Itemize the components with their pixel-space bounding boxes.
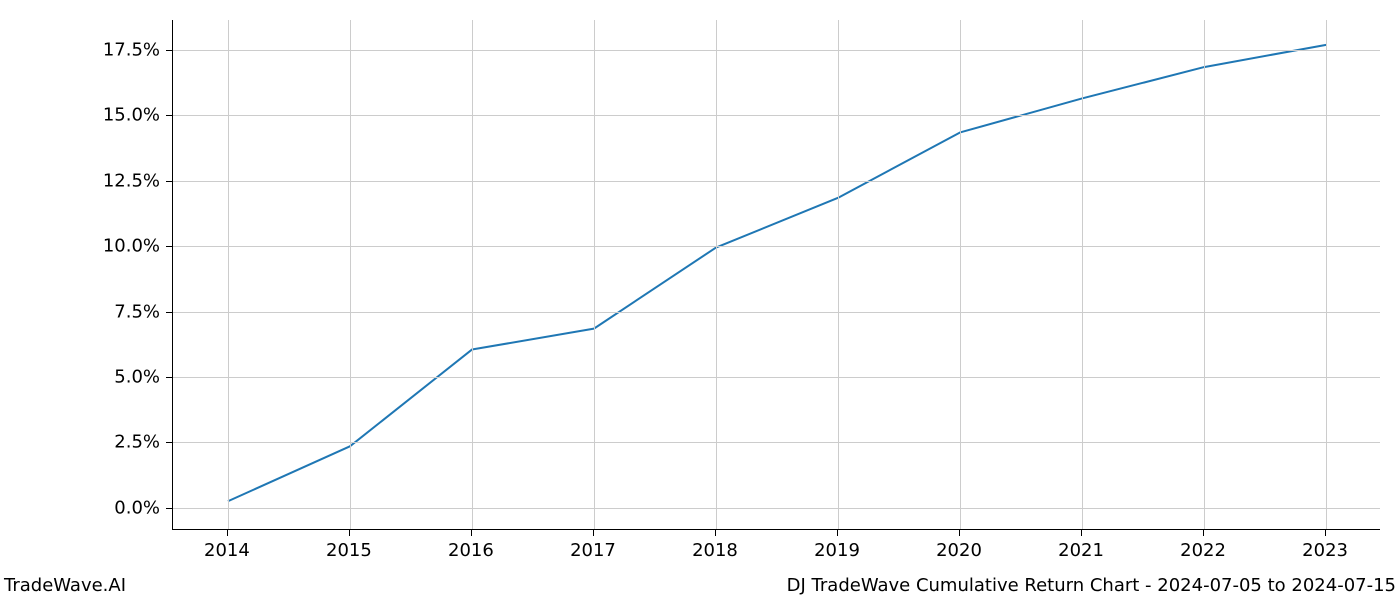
y-tick-mark: [166, 377, 172, 378]
grid-line-horizontal: [173, 181, 1380, 182]
y-tick-label: 7.5%: [0, 301, 160, 322]
x-tick-mark: [1203, 530, 1204, 536]
grid-line-horizontal: [173, 246, 1380, 247]
x-tick-label: 2023: [1302, 540, 1348, 561]
y-tick-mark: [166, 181, 172, 182]
y-tick-label: 10.0%: [0, 236, 160, 257]
x-tick-mark: [593, 530, 594, 536]
y-tick-label: 17.5%: [0, 40, 160, 61]
y-tick-label: 2.5%: [0, 432, 160, 453]
line-series: [228, 45, 1326, 501]
y-tick-mark: [166, 312, 172, 313]
grid-line-vertical: [594, 20, 595, 529]
x-tick-label: 2014: [204, 540, 250, 561]
x-tick-label: 2021: [1058, 540, 1104, 561]
y-tick-label: 5.0%: [0, 367, 160, 388]
grid-line-horizontal: [173, 312, 1380, 313]
x-tick-mark: [837, 530, 838, 536]
y-tick-mark: [166, 246, 172, 247]
y-tick-mark: [166, 442, 172, 443]
grid-line-vertical: [228, 20, 229, 529]
grid-line-horizontal: [173, 377, 1380, 378]
x-tick-label: 2020: [936, 540, 982, 561]
grid-line-vertical: [960, 20, 961, 529]
grid-line-vertical: [716, 20, 717, 529]
grid-line-vertical: [1326, 20, 1327, 529]
x-tick-mark: [959, 530, 960, 536]
plot-area: [172, 20, 1380, 530]
y-tick-label: 0.0%: [0, 497, 160, 518]
x-tick-label: 2017: [570, 540, 616, 561]
grid-line-vertical: [1082, 20, 1083, 529]
footer-brand-text: TradeWave.AI: [4, 575, 126, 596]
x-tick-mark: [471, 530, 472, 536]
x-tick-mark: [715, 530, 716, 536]
footer-chart-caption: DJ TradeWave Cumulative Return Chart - 2…: [787, 575, 1396, 596]
x-tick-label: 2015: [326, 540, 372, 561]
grid-line-vertical: [1204, 20, 1205, 529]
x-tick-label: 2016: [448, 540, 494, 561]
grid-line-vertical: [838, 20, 839, 529]
y-tick-label: 15.0%: [0, 105, 160, 126]
line-series-svg: [173, 20, 1381, 530]
grid-line-horizontal: [173, 508, 1380, 509]
x-tick-label: 2019: [814, 540, 860, 561]
chart-container: TradeWave.AI DJ TradeWave Cumulative Ret…: [0, 0, 1400, 600]
y-tick-mark: [166, 50, 172, 51]
y-tick-label: 12.5%: [0, 170, 160, 191]
x-tick-label: 2022: [1180, 540, 1226, 561]
y-tick-mark: [166, 115, 172, 116]
x-tick-mark: [349, 530, 350, 536]
grid-line-vertical: [350, 20, 351, 529]
grid-line-vertical: [472, 20, 473, 529]
y-tick-mark: [166, 508, 172, 509]
grid-line-horizontal: [173, 115, 1380, 116]
grid-line-horizontal: [173, 50, 1380, 51]
grid-line-horizontal: [173, 442, 1380, 443]
x-tick-mark: [1325, 530, 1326, 536]
x-tick-label: 2018: [692, 540, 738, 561]
x-tick-mark: [227, 530, 228, 536]
x-tick-mark: [1081, 530, 1082, 536]
